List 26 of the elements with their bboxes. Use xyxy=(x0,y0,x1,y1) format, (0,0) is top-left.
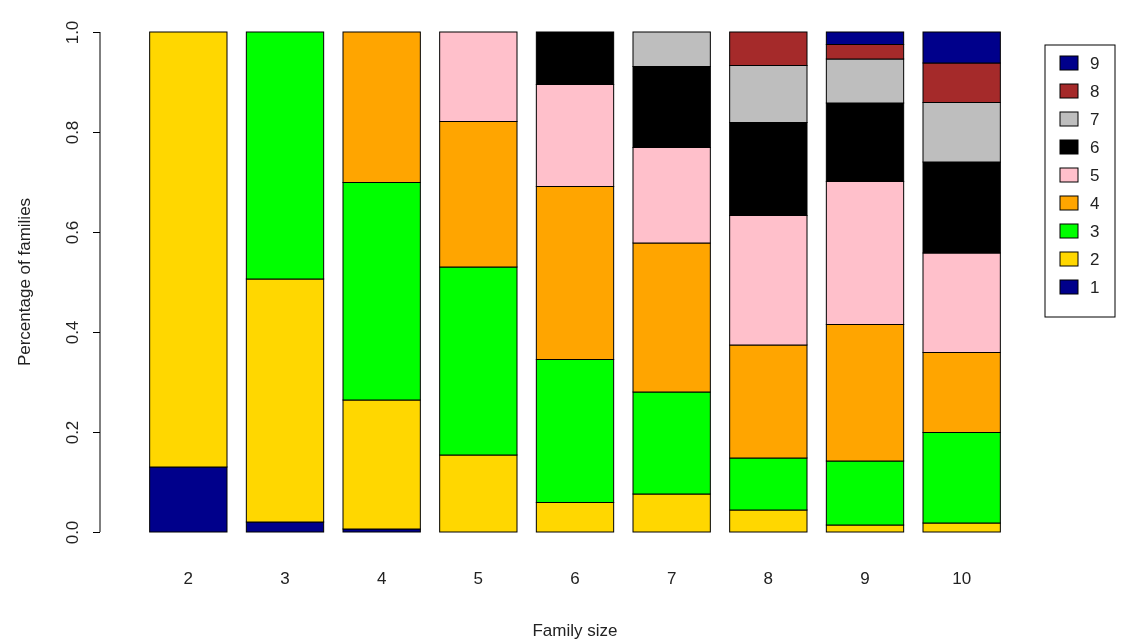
legend-label: 6 xyxy=(1090,138,1100,157)
legend-label: 5 xyxy=(1090,166,1100,185)
x-tick-label: 8 xyxy=(763,569,774,588)
y-tick-label: 0.0 xyxy=(63,520,82,545)
x-axis-title: Family size xyxy=(532,621,618,640)
y-tick-label: 0.4 xyxy=(63,320,82,345)
y-tick-label: 0.8 xyxy=(63,120,82,145)
x-tick-label: 7 xyxy=(666,569,677,588)
legend-label: 8 xyxy=(1090,82,1100,101)
y-tick-label: 1.0 xyxy=(63,20,82,45)
x-tick-label: 2 xyxy=(183,569,194,588)
legend-label: 3 xyxy=(1090,222,1100,241)
x-tick-label: 4 xyxy=(376,569,387,588)
legend-label: 2 xyxy=(1090,250,1100,269)
legend-label: 4 xyxy=(1090,194,1100,213)
x-tick-label: 6 xyxy=(570,569,580,588)
y-tick-label: 0.2 xyxy=(63,420,82,445)
legend-label: 1 xyxy=(1090,278,1100,297)
legend-label: 9 xyxy=(1090,54,1100,73)
x-tick-label: 9 xyxy=(860,569,870,588)
y-tick-label: 0.6 xyxy=(63,220,82,245)
x-tick-label: 3 xyxy=(280,569,290,588)
x-tick-label: 10 xyxy=(952,569,972,588)
legend-label: 7 xyxy=(1090,110,1100,129)
x-tick-label: 5 xyxy=(473,569,484,588)
y-axis-title: Percentage of families xyxy=(15,197,34,367)
